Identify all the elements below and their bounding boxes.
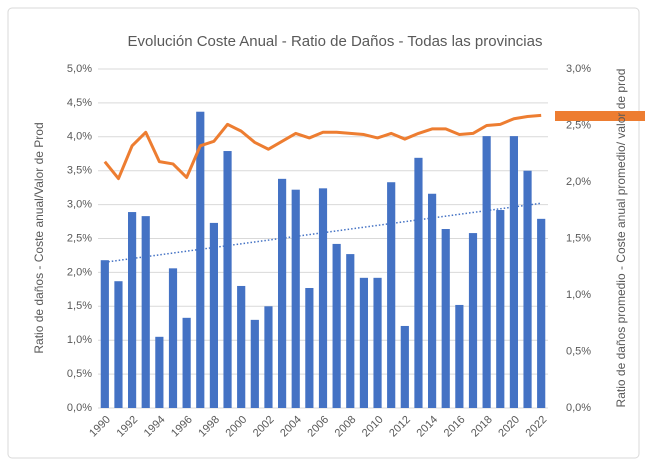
bar bbox=[114, 281, 123, 408]
bar bbox=[428, 193, 437, 408]
bar bbox=[482, 136, 491, 408]
bar bbox=[387, 182, 396, 408]
bar bbox=[400, 325, 409, 408]
bar bbox=[414, 157, 423, 408]
y2-tick-label: 1,5% bbox=[566, 232, 591, 244]
bar bbox=[209, 222, 218, 408]
cut-off-legend-swatch bbox=[555, 111, 645, 121]
y2-tick-label: 0,5% bbox=[566, 345, 591, 357]
bar bbox=[128, 212, 137, 408]
bar bbox=[223, 151, 232, 408]
y-tick-label: 3,0% bbox=[67, 199, 92, 211]
bar bbox=[537, 218, 546, 408]
bar bbox=[278, 178, 287, 408]
bar bbox=[523, 170, 532, 408]
y-axis-title: Ratio de daños - Coste anual/Valor de Pr… bbox=[32, 122, 46, 353]
y2-tick-label: 1,0% bbox=[566, 289, 591, 301]
bar bbox=[141, 216, 150, 408]
bar bbox=[332, 243, 341, 408]
bar bbox=[196, 111, 205, 409]
y-tick-label: 4,5% bbox=[67, 97, 92, 109]
y2-axis-title: Ratio de daños promedio - Coste anual pr… bbox=[614, 69, 628, 408]
bar bbox=[305, 287, 314, 408]
bar bbox=[346, 254, 355, 408]
bar bbox=[182, 317, 191, 408]
y-tick-label: 5,0% bbox=[67, 63, 92, 75]
y-tick-label: 0,0% bbox=[67, 402, 92, 414]
bar bbox=[509, 136, 518, 408]
y-tick-label: 3,5% bbox=[67, 165, 92, 177]
bar bbox=[155, 336, 164, 408]
y-tick-label: 2,5% bbox=[67, 232, 92, 244]
y2-tick-label: 2,5% bbox=[566, 119, 591, 131]
bar bbox=[441, 229, 450, 408]
bar bbox=[168, 268, 178, 408]
y2-tick-label: 2,0% bbox=[566, 176, 591, 188]
bar bbox=[496, 210, 505, 408]
y-tick-label: 1,5% bbox=[67, 300, 92, 312]
bar bbox=[318, 188, 328, 408]
bar bbox=[468, 233, 478, 408]
y-tick-label: 1,0% bbox=[67, 334, 92, 346]
bar bbox=[373, 277, 382, 408]
bar bbox=[237, 285, 246, 408]
line bbox=[103, 113, 542, 181]
bar bbox=[291, 189, 300, 408]
bar bbox=[100, 260, 109, 408]
chart-title: Evolución Coste Anual - Ratio de Daños -… bbox=[128, 33, 543, 50]
y-tick-label: 2,0% bbox=[67, 266, 92, 278]
bar bbox=[250, 319, 259, 408]
y2-tick-label: 3,0% bbox=[566, 63, 591, 75]
y-tick-label: 4,0% bbox=[67, 131, 92, 143]
bar bbox=[359, 277, 368, 408]
bar bbox=[264, 306, 273, 408]
y2-tick-label: 0,0% bbox=[566, 402, 591, 414]
bar bbox=[455, 304, 464, 408]
y-tick-label: 0,5% bbox=[67, 368, 92, 380]
